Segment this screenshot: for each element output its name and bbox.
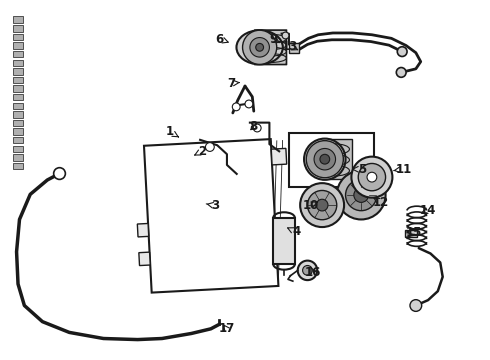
Bar — [13, 94, 23, 100]
Text: 8: 8 — [250, 121, 258, 134]
Circle shape — [306, 141, 343, 178]
Circle shape — [397, 47, 407, 57]
Text: 2: 2 — [198, 145, 206, 158]
Bar — [13, 17, 23, 23]
Text: 15: 15 — [405, 226, 421, 239]
Circle shape — [205, 143, 214, 152]
FancyBboxPatch shape — [255, 30, 287, 64]
Circle shape — [308, 190, 337, 220]
Bar — [13, 103, 23, 109]
Bar — [13, 77, 23, 83]
Text: 9: 9 — [269, 32, 277, 46]
Circle shape — [351, 157, 392, 198]
Bar — [139, 252, 150, 266]
Text: 10: 10 — [303, 199, 319, 212]
Bar — [13, 145, 23, 152]
Circle shape — [250, 37, 270, 57]
Circle shape — [396, 68, 406, 77]
Text: 6: 6 — [216, 32, 224, 46]
Circle shape — [232, 103, 240, 111]
Bar — [13, 42, 23, 49]
Circle shape — [314, 148, 336, 170]
Circle shape — [303, 265, 312, 275]
Circle shape — [298, 261, 317, 280]
Bar — [13, 120, 23, 126]
Circle shape — [243, 30, 277, 64]
Circle shape — [358, 163, 386, 191]
Bar — [289, 42, 299, 53]
Bar — [13, 51, 23, 57]
Bar — [322, 139, 352, 179]
Bar — [13, 129, 23, 135]
Bar — [405, 230, 417, 237]
Text: 1: 1 — [165, 125, 173, 138]
Circle shape — [300, 183, 344, 227]
Circle shape — [256, 44, 264, 51]
Circle shape — [316, 199, 328, 211]
Text: 16: 16 — [305, 266, 321, 279]
Circle shape — [245, 100, 253, 108]
Circle shape — [410, 300, 422, 311]
Text: 13: 13 — [282, 40, 298, 53]
Text: 7: 7 — [227, 77, 235, 90]
Ellipse shape — [237, 30, 283, 64]
Bar — [13, 68, 23, 75]
Bar — [13, 163, 23, 169]
Text: 3: 3 — [212, 199, 220, 212]
Bar — [137, 224, 149, 237]
Bar — [13, 85, 23, 92]
Text: 14: 14 — [420, 204, 436, 217]
Text: 12: 12 — [372, 196, 389, 209]
Ellipse shape — [304, 139, 345, 180]
Circle shape — [354, 188, 368, 202]
Text: 5: 5 — [358, 163, 366, 176]
Bar — [13, 34, 23, 40]
Circle shape — [337, 171, 386, 220]
Bar — [144, 139, 278, 293]
Bar — [13, 59, 23, 66]
Circle shape — [54, 168, 65, 179]
Circle shape — [367, 172, 377, 182]
Bar — [289, 134, 374, 187]
Circle shape — [253, 124, 261, 132]
Bar — [13, 137, 23, 143]
Circle shape — [320, 154, 330, 164]
Bar — [13, 111, 23, 118]
Bar — [13, 154, 23, 161]
Text: 11: 11 — [395, 163, 412, 176]
Circle shape — [345, 179, 377, 211]
Text: 4: 4 — [292, 225, 300, 238]
Bar — [13, 25, 23, 32]
Text: 17: 17 — [219, 322, 235, 335]
Bar — [271, 148, 287, 165]
Circle shape — [282, 32, 289, 39]
Bar — [273, 218, 295, 264]
